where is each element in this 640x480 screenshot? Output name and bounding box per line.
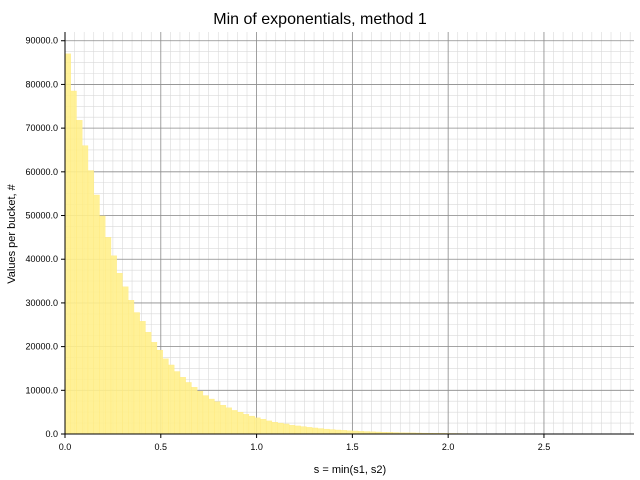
histogram-bar [340,430,347,435]
histogram-bar [208,398,215,435]
histogram-bar [122,286,129,435]
histogram-bar [76,120,83,435]
histogram-bar [197,391,204,435]
y-tick-label: 0.0 [45,429,58,439]
grid [64,32,634,435]
histogram-bar [202,395,209,435]
histogram-bar [283,423,290,435]
histogram-bar [145,332,152,435]
histogram-bar [214,401,221,435]
histogram-bar [237,412,244,435]
histogram-bar [220,405,227,435]
histogram-bar [329,429,336,435]
histogram-bar [266,420,273,435]
histogram-bar [231,410,238,435]
x-tick-label: 0.5 [155,442,168,452]
histogram-bar [64,53,71,435]
histogram-bar [260,418,267,435]
histogram-bar [133,312,140,435]
histogram-bar [248,415,255,435]
histogram-bar [179,377,186,435]
histogram-bar [277,422,284,435]
histogram-bar [151,342,158,435]
histogram-bar [317,428,324,435]
histogram-bar [105,237,112,435]
x-tick-label: 2.5 [538,442,551,452]
histogram-bar [225,407,232,435]
histogram-bar [243,414,250,435]
axes [61,32,634,438]
histogram-bar [294,425,301,435]
histogram-bar [82,145,89,435]
histogram-bar [191,387,198,435]
histogram-bar [174,371,181,435]
histogram-bar [110,255,117,435]
histogram-bar [99,215,106,435]
histogram-bar [185,382,192,435]
histogram-bar [116,273,123,435]
y-tick-label: 10000.0 [25,385,58,395]
y-axis-label: Values per bucket, # [6,183,18,283]
histogram-bar [93,194,100,435]
x-tick-label: 1.0 [250,442,263,452]
x-axis-label: s = min(s1, s2) [314,464,386,476]
x-tick-label: 2.0 [442,442,455,452]
y-tick-label: 50000.0 [25,211,58,221]
histogram-bar [254,417,261,435]
histogram-bar [306,427,313,435]
histogram-bar [271,422,278,435]
chart-title: Min of exponentials, method 1 [213,11,427,28]
histogram-bar [168,364,175,435]
tick-labels: 0.0 0.5 1.0 1.5 2.0 2.5 0.0 10000.0 20000.0 30000… [25,36,550,452]
histogram-bar [128,300,135,435]
x-tick-label: 0.0 [59,442,72,452]
histogram-bar [323,428,330,435]
y-tick-label: 80000.0 [25,79,58,89]
x-tick-label: 1.5 [346,442,359,452]
y-tick-label: 70000.0 [25,123,58,133]
y-tick-label: 40000.0 [25,254,58,264]
y-tick-label: 20000.0 [25,342,58,352]
histogram-bar [162,358,169,435]
histogram-bar [311,427,319,435]
histogram-bar [156,349,163,435]
histogram-bar [300,426,307,435]
histogram-bar [70,90,77,435]
histogram-bar [87,170,94,435]
histogram-bar [334,429,342,435]
y-tick-label: 90000.0 [25,36,58,46]
y-tick-label: 60000.0 [25,167,58,177]
histogram-bar [289,425,296,435]
histogram-bar [139,321,146,435]
y-tick-label: 30000.0 [25,298,58,308]
